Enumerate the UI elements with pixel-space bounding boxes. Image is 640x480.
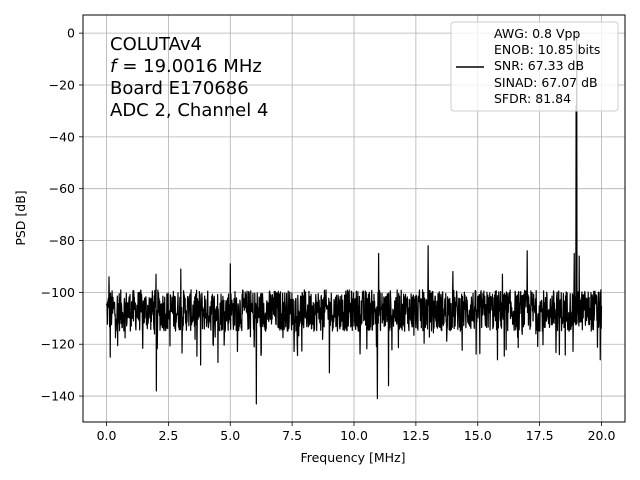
legend-box [450,21,619,112]
annotation-line-1: COLUTAv4 [110,34,202,55]
annotation-block: COLUTAv4 f = 19.0016 MHz Board E170686 AD… [110,34,268,121]
y-tick-label: −100 [41,285,75,300]
legend: AWG: 0.8 Vpp ENOB: 10.85 bits SNR: 67.33… [450,21,619,112]
x-tick-label: 15.0 [464,428,492,443]
annotation-line-2: f = 19.0016 MHz [110,56,262,77]
y-tick-label: −60 [49,181,75,196]
y-tick-label: −120 [41,337,75,352]
x-axis-label: Frequency [MHz] [300,450,405,465]
legend-entry-awg: AWG: 0.8 Vpp [494,26,580,41]
x-tick-label: 2.5 [158,428,178,443]
y-tick-label: −20 [49,77,75,92]
annotation-symbol: f [110,56,119,77]
y-tick-label: −80 [49,233,75,248]
axis-ticks: 0.0 2.5 5.0 7.5 10.0 12.5 15.0 17.5 20.0 0 −20 −40 −… [41,26,616,443]
x-tick-label: 5.0 [220,428,240,443]
legend-entry-snr: SNR: 67.33 dB [494,58,584,73]
y-tick-label: 0 [67,26,75,41]
psd-series-line [105,32,603,405]
x-tick-label: 12.5 [402,428,430,443]
x-tick-label: 0.0 [97,428,117,443]
grid [83,15,625,422]
legend-entry-sfdr: SFDR: 81.84 [494,91,571,106]
legend-entry-enob: ENOB: 10.85 bits [494,42,600,57]
y-tick-label: −140 [41,389,75,404]
x-tick-label: 17.5 [526,428,554,443]
x-tick-label: 20.0 [588,428,616,443]
annotation-frequency: = 19.0016 MHz [122,56,261,77]
y-axis-label: PSD [dB] [13,190,28,245]
annotation-line-3: Board E170686 [110,78,249,99]
x-tick-label: 7.5 [282,428,302,443]
y-tick-label: −40 [49,129,75,144]
x-tick-label: 10.0 [340,428,368,443]
legend-entry-sinad: SINAD: 67.07 dB [494,75,598,90]
annotation-line-4: ADC 2, Channel 4 [110,100,268,121]
